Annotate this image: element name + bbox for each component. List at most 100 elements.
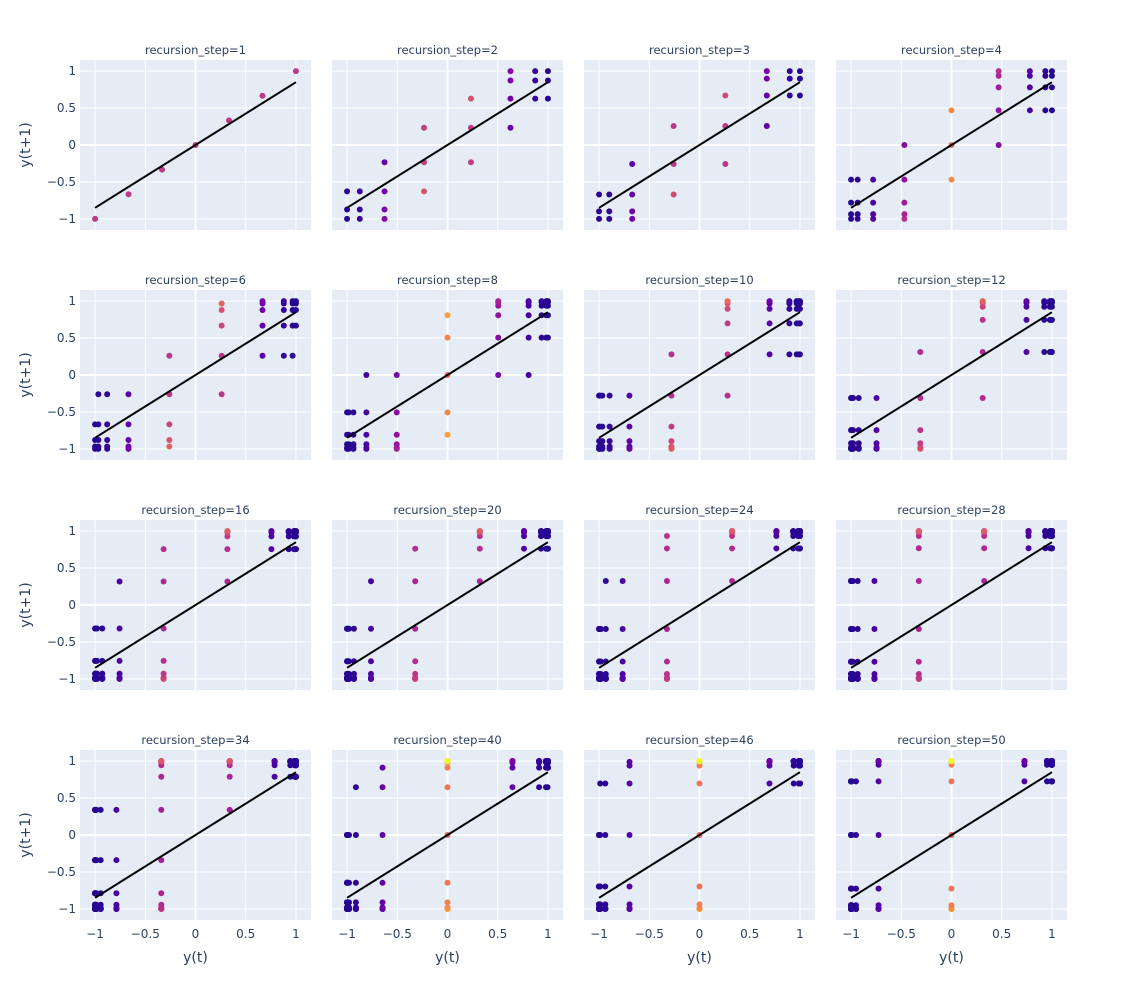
scatter-point [158,758,165,765]
scatter-point [95,391,102,398]
scatter-point [116,578,123,585]
scatter-point [981,528,988,535]
scatter-point [166,421,173,428]
x-tick-label: 0 [696,927,704,941]
scatter-point [544,784,551,791]
scatter-point [367,670,374,677]
scatter-point [729,545,736,552]
scatter-point [1041,298,1048,305]
scatter-point [292,528,299,535]
scatter-point [345,625,352,632]
scatter-point [350,670,357,677]
scatter-point [606,443,613,450]
scatter-point [597,780,604,787]
scatter-point [292,68,299,75]
scatter-point [596,191,603,198]
scatter-point [226,773,233,780]
scatter-series [596,298,803,452]
panel-12: recursion_step=12 [836,273,1067,460]
scatter-point [352,879,359,886]
scatter-point [948,107,955,114]
scatter-point [796,758,803,765]
scatter-point [259,322,266,329]
scatter-point [979,394,986,401]
scatter-point [626,832,633,838]
scatter-point [393,372,400,378]
scatter-point [125,443,132,450]
scatter-point [915,545,922,552]
scatter-point [521,545,528,552]
scatter-point [796,305,803,312]
scatter-point [796,92,803,99]
scatter-point [871,626,878,633]
panel-4: recursion_step=4 [836,43,1067,230]
scatter-point [521,528,528,535]
scatter-point [917,349,924,356]
scatter-point [444,879,451,886]
panel-3: recursion_step=3 [584,43,815,230]
scatter-point [602,625,609,632]
scatter-point [1042,68,1049,75]
scatter-point [722,92,729,99]
y-tick-label: 1 [68,524,76,538]
scatter-point [444,312,451,319]
scatter-point [352,899,359,906]
panel-40: recursion_step=40 −1 −0.5 0 0.5 1 y(t) [332,733,563,966]
y-tick-label: 0 [68,598,76,612]
scatter-point [1041,349,1048,356]
scatter-point [93,901,100,908]
scatter-point [544,758,551,765]
scatter-point [663,670,670,677]
scatter-point [495,312,502,319]
scatter-point [94,670,101,677]
panel-46: recursion_step=46 −1 −0.5 0 0.5 1 y(t) [584,733,815,966]
scatter-point [696,901,703,908]
scatter-point [763,92,770,99]
scatter-point [507,95,514,102]
scatter-point [116,625,123,632]
scatter-point [626,883,633,890]
scatter-point [796,351,803,358]
x-tick-label: 0.5 [488,927,507,941]
reference-line [346,541,549,669]
scatter-point [113,806,120,813]
x-tick-label: 1 [1048,927,1056,941]
scatter-point [626,758,633,765]
scatter-point [509,758,516,765]
scatter-point [870,211,877,218]
scatter-point [259,298,266,305]
x-tick-label: −1 [338,927,356,941]
scatter-point [995,84,1002,91]
scatter-point [271,758,278,765]
scatter-point [421,188,428,195]
scatter-point [159,166,166,173]
scatter-point [166,443,173,450]
scatter-point [917,427,924,434]
scatter-point [852,885,859,892]
scatter-point [544,298,551,305]
panel-16: recursion_step=16 −1 −0.5 0 0.5 1 y(t+1) [18,503,311,690]
scatter-point [626,901,633,908]
x-tick-label: −0.5 [131,927,160,941]
scatter-point [917,440,924,447]
scatter-point [1023,316,1030,323]
scatter-point [93,890,100,897]
panel-50: recursion_step=50 −1 −0.5 0 0.5 1 y(t) [836,733,1067,966]
scatter-point [444,758,451,765]
scatter-point [606,191,613,198]
x-tick-label: 0 [948,927,956,941]
scatter-point [412,578,419,585]
reference-line [850,771,1053,899]
scatter-point [1048,298,1055,305]
y-tick-label: −0.5 [47,405,76,419]
scatter-point [95,443,102,450]
scatter-point [97,806,104,813]
scatter-point [854,176,861,183]
scatter-point [597,901,604,908]
x-tick-label: −0.5 [635,927,664,941]
scatter-point [786,305,793,312]
panel-title: recursion_step=20 [393,503,501,517]
scatter-point [602,670,609,677]
scatter-point [606,392,613,399]
scatter-point [226,758,233,765]
